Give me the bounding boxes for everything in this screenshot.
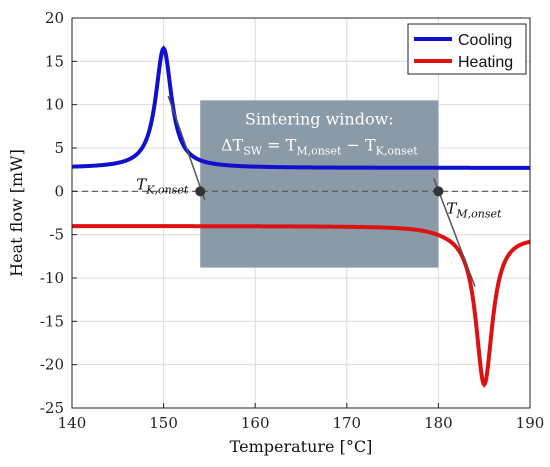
y-tick-label: -25 — [40, 399, 64, 417]
y-tick-label: 0 — [54, 182, 64, 200]
y-tick-label: -5 — [49, 226, 64, 244]
legend-box — [407, 23, 527, 75]
y-tick-label: 15 — [45, 52, 64, 70]
sintering-window-title: Sintering window: — [245, 109, 394, 128]
y-tick-label: -10 — [40, 269, 64, 287]
y-axis-label: Heat flow [mW] — [7, 149, 26, 277]
formula-t1-sub: M,onset — [296, 144, 342, 157]
x-tick-label: 160 — [241, 414, 270, 432]
y-axis-ticks: -25 -20 -15 -10 -5 0 5 10 15 20 — [40, 9, 77, 417]
y-tick-label: 10 — [45, 96, 64, 114]
formula-delta-sub: SW — [243, 144, 263, 157]
x-tick-label: 150 — [149, 414, 178, 432]
legend-label-cooling: Cooling — [458, 32, 512, 49]
sintering-window-formula: ΔTSW = TM,onset − TK,onset — [221, 135, 418, 157]
x-tick-label: 190 — [516, 414, 545, 432]
sintering-window — [200, 100, 439, 268]
formula-t2: T — [365, 135, 376, 154]
cooling-series-line — [71, 45, 530, 170]
heating-series-line — [72, 224, 531, 388]
x-axis-label: Temperature [°C] — [230, 437, 373, 456]
TM-onset-label-sub: M,onset — [455, 207, 502, 220]
TK-onset-tangent — [167, 95, 206, 201]
TM-onset-tangent — [433, 178, 476, 287]
y-tick-label: -15 — [40, 312, 64, 330]
TM-onset-point — [433, 186, 444, 197]
TK-onset-point — [195, 186, 206, 197]
TM-onset-label: TM,onset — [446, 199, 502, 220]
y-tick-label: 20 — [45, 9, 64, 27]
legend-label-heating: Heating — [458, 54, 513, 71]
legend: Cooling Heating — [407, 23, 527, 75]
TK-onset-label: TK,onset — [136, 175, 189, 196]
y-tick-label: 5 — [54, 139, 64, 157]
x-tick-label: 170 — [332, 414, 361, 432]
formula-delta: ΔT — [221, 135, 244, 154]
x-axis-ticks: 140 150 160 170 180 190 — [58, 403, 545, 432]
x-tick-label: 180 — [424, 414, 453, 432]
formula-t1: T — [286, 135, 297, 154]
formula-minus: − — [341, 135, 365, 154]
formula-eq: = — [262, 135, 286, 154]
TK-onset-label-sub: K,onset — [145, 183, 189, 196]
formula-t2-sub: K,onset — [376, 144, 419, 157]
x-tick-label: 140 — [58, 414, 87, 432]
y-tick-label: -20 — [40, 356, 64, 374]
TM-onset-label-main: T — [446, 199, 457, 217]
TK-onset-label-main: T — [136, 175, 147, 193]
plot-frame — [71, 17, 531, 409]
